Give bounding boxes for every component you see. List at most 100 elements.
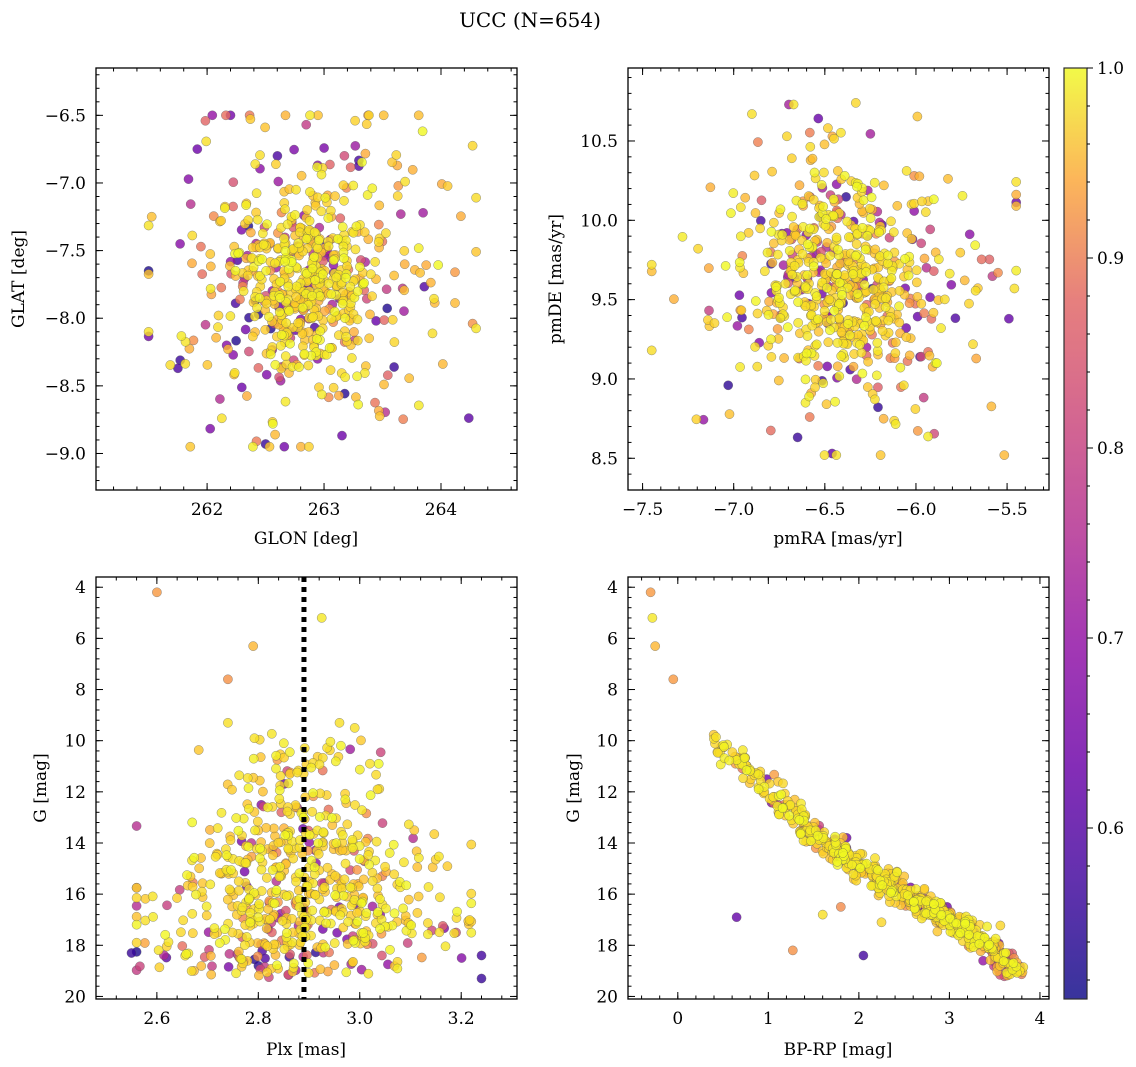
data-point	[784, 245, 795, 256]
data-point	[895, 362, 906, 373]
data-point	[302, 205, 313, 215]
data-point	[855, 339, 865, 350]
data-point	[723, 380, 734, 391]
data-point	[734, 290, 745, 301]
data-point	[352, 916, 363, 927]
data-point	[934, 254, 944, 265]
axes-frame	[627, 67, 1050, 491]
data-point	[279, 441, 290, 452]
data-point	[292, 767, 303, 778]
x-tick-label: 3.0	[346, 1009, 373, 1029]
data-point	[976, 254, 987, 265]
data-point	[387, 314, 398, 325]
data-point	[291, 876, 301, 887]
data-point	[216, 413, 227, 424]
data-point	[819, 450, 830, 460]
x-tick-label: 2	[853, 1009, 864, 1029]
data-point	[417, 126, 428, 137]
data-point	[319, 907, 329, 917]
data-point	[734, 257, 745, 268]
data-point	[407, 164, 418, 175]
data-point	[766, 352, 777, 362]
data-point	[272, 151, 283, 161]
data-point	[434, 851, 444, 862]
data-point	[832, 857, 843, 867]
data-point	[823, 337, 834, 348]
y-tick-label: 9.0	[591, 370, 618, 390]
data-point	[399, 285, 410, 296]
data-point	[275, 771, 286, 781]
data-point	[377, 950, 387, 961]
data-point	[756, 195, 767, 206]
data-point	[450, 298, 460, 308]
y-tick-label: 6	[607, 629, 618, 649]
data-point	[350, 244, 361, 255]
data-point	[919, 308, 929, 319]
data-point	[207, 961, 217, 972]
data-point	[693, 243, 703, 254]
data-point	[216, 282, 227, 293]
data-point	[872, 370, 882, 381]
data-point	[944, 268, 955, 279]
data-point	[750, 208, 761, 218]
data-point	[364, 110, 374, 121]
data-point	[767, 257, 778, 268]
data-point	[766, 425, 776, 436]
data-point	[795, 829, 806, 839]
data-point	[925, 292, 935, 303]
data-point	[789, 261, 800, 271]
data-point	[266, 729, 277, 739]
data-point	[830, 831, 840, 842]
data-point	[340, 372, 351, 383]
data-point	[178, 915, 188, 926]
data-point	[711, 732, 721, 742]
data-point	[354, 764, 365, 775]
data-point	[280, 204, 290, 214]
data-point	[772, 324, 783, 334]
data-point	[185, 441, 196, 452]
x-tick-label: 2.6	[143, 1009, 170, 1029]
data-point	[160, 930, 170, 940]
data-point	[916, 238, 927, 249]
data-point	[280, 830, 290, 841]
data-point	[191, 889, 201, 900]
data-point	[808, 194, 819, 205]
data-point	[1011, 201, 1022, 211]
data-point	[902, 890, 913, 901]
data-point	[434, 927, 445, 938]
data-point	[249, 733, 260, 744]
data-point	[911, 265, 922, 276]
data-point	[823, 123, 833, 133]
data-point	[767, 166, 777, 177]
data-point	[914, 171, 925, 182]
data-point	[646, 259, 657, 270]
data-point	[335, 213, 346, 223]
data-point	[261, 298, 272, 309]
x-tick-label: 262	[191, 500, 223, 520]
data-point	[279, 944, 290, 954]
data-point	[274, 872, 285, 882]
data-point	[299, 349, 310, 359]
data-point	[183, 174, 194, 184]
data-point	[842, 216, 853, 227]
data-point	[403, 894, 414, 905]
data-point	[929, 194, 939, 205]
data-point	[845, 330, 855, 341]
data-point	[261, 265, 272, 276]
data-point	[861, 312, 871, 323]
data-point	[372, 883, 383, 894]
data-point	[303, 360, 314, 371]
data-point	[182, 870, 192, 880]
data-point	[281, 318, 292, 328]
data-point	[874, 227, 884, 238]
data-point	[913, 426, 923, 436]
data-point	[406, 920, 417, 931]
data-point	[307, 905, 318, 916]
data-point	[241, 200, 251, 210]
data-point	[413, 400, 424, 411]
x-tick-label: 264	[425, 500, 457, 520]
data-point	[793, 317, 804, 328]
data-point	[412, 908, 423, 918]
data-point	[797, 249, 808, 259]
